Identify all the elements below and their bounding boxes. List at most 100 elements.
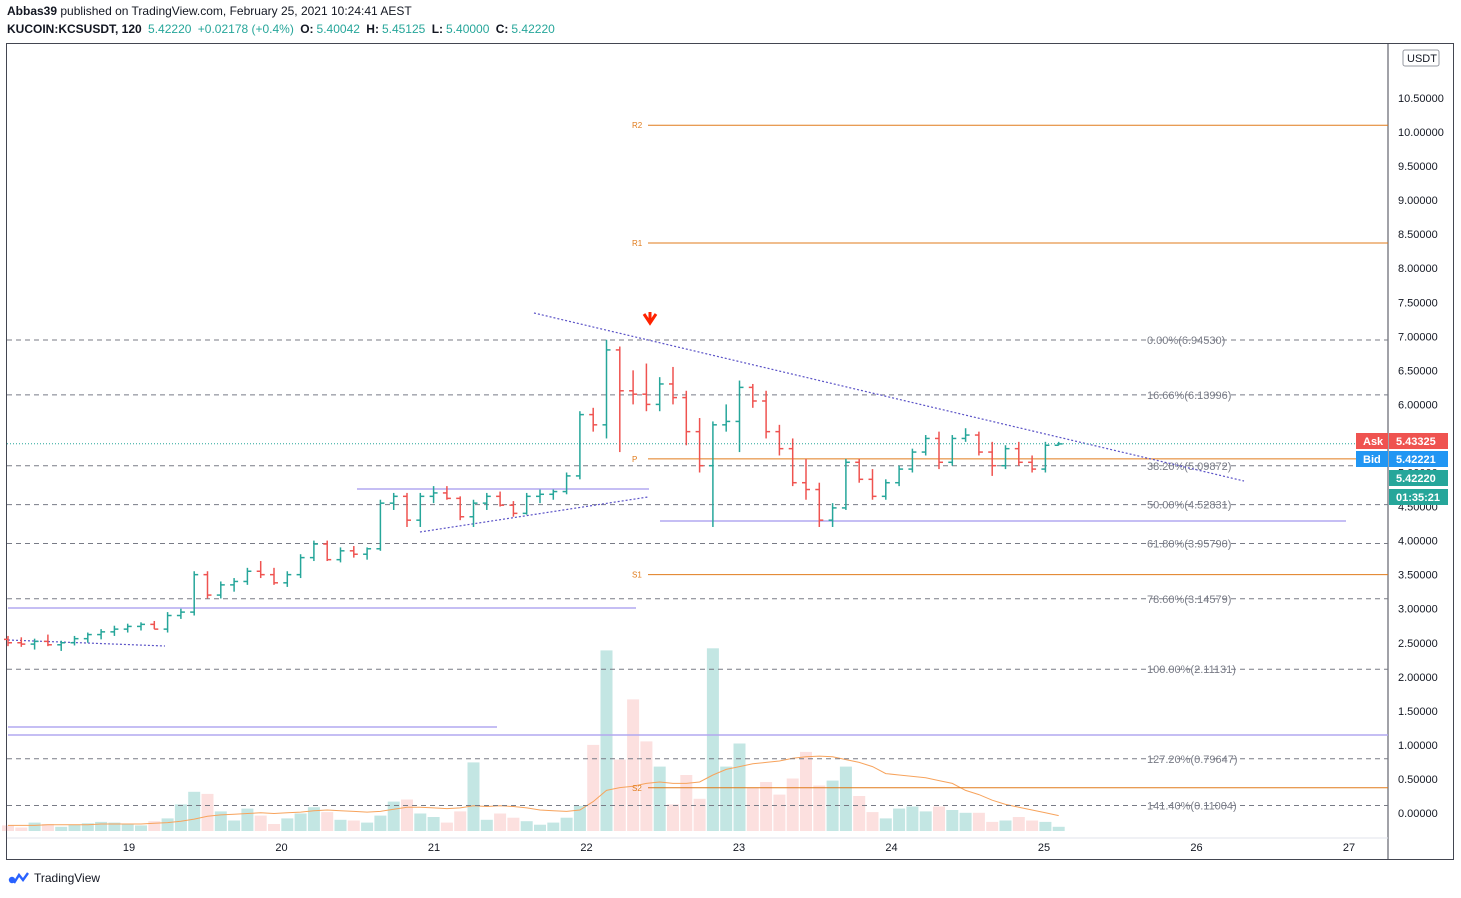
volume-bar	[653, 766, 666, 831]
y-tick-label: 8.50000	[1398, 229, 1438, 241]
down-arrow-icon	[642, 312, 658, 326]
volume-bar	[986, 821, 999, 831]
fib-level-label: 16.66%(6.13996)	[1147, 390, 1231, 402]
price-tag-box	[1389, 489, 1448, 505]
price-tag-label: Bid	[1363, 454, 1381, 466]
volume-bar	[813, 785, 826, 831]
volume-bar	[600, 650, 613, 831]
volume-bar	[440, 822, 453, 831]
fib-level-label: 0.00%(6.94530)	[1147, 335, 1225, 347]
pivot-label: P	[632, 455, 637, 464]
y-tick-label: 2.00000	[1398, 672, 1438, 684]
volume-bar	[959, 812, 972, 831]
price-change: +0.02178 (+0.4%)	[197, 22, 294, 36]
price-tag-box	[1389, 451, 1448, 467]
chart-frame[interactable]	[6, 43, 1454, 860]
support-trendline	[7, 639, 166, 647]
volume-bar	[81, 823, 94, 831]
volume-bar	[1039, 821, 1052, 831]
price-tag-label-box	[1356, 433, 1388, 449]
pivot-label: R1	[632, 239, 643, 248]
volume-bar	[387, 801, 400, 831]
volume-bar	[640, 741, 653, 831]
price-tag-box	[1389, 470, 1448, 486]
volume-bar	[693, 798, 706, 831]
close-value: 5.42220	[511, 22, 555, 36]
y-tick-label: 7.00000	[1398, 331, 1438, 343]
volume-bar	[946, 810, 959, 831]
volume-bar	[135, 825, 147, 831]
price-tag-value: 5.42221	[1396, 454, 1436, 466]
price-tag-value: 5.43325	[1396, 436, 1436, 448]
volume-bar	[254, 815, 267, 831]
publish-text: published on TradingView.com, February 2…	[60, 4, 412, 18]
volume-bar	[494, 813, 507, 831]
fib-level-label: 38.20%(5.09872)	[1147, 461, 1231, 473]
fib-level-label: 127.20%(0.79647)	[1147, 754, 1238, 766]
volume-bar	[786, 778, 799, 831]
x-tick-label: 19	[123, 842, 135, 854]
fib-level-label: 78.60%(3.14579)	[1147, 594, 1231, 606]
fib-level-label: 141.40%(0.11004)	[1147, 801, 1237, 813]
volume-bar	[427, 817, 440, 831]
volume-bar	[760, 782, 773, 831]
x-tick-label: 27	[1343, 842, 1355, 854]
volume-bar	[866, 812, 879, 831]
volume-bar	[893, 808, 906, 831]
volume-bar	[1012, 817, 1025, 831]
volume-ma-line	[8, 755, 1059, 826]
volume-bar	[281, 818, 294, 831]
low-value: 5.40000	[446, 22, 490, 36]
volume-bar	[706, 648, 719, 831]
volume-bar	[560, 817, 573, 831]
x-tick-label: 23	[733, 842, 745, 854]
volume-bar	[321, 812, 334, 831]
price-tag-box	[1389, 433, 1448, 449]
fib-level-label: 100.00%(2.11131)	[1147, 664, 1236, 676]
volume-bar	[1026, 820, 1039, 831]
volume-bar	[95, 821, 108, 831]
volume-bar	[733, 743, 746, 831]
tradingview-logo-icon	[8, 872, 29, 884]
volume-bar	[214, 811, 227, 831]
y-tick-label: 10.50000	[1398, 93, 1444, 105]
price-tag-value: 5.42220	[1396, 473, 1436, 485]
x-tick-label: 24	[885, 842, 897, 854]
volume-bar	[480, 819, 493, 831]
volume-bar	[374, 815, 387, 831]
descending-trendline	[533, 312, 1245, 482]
x-tick-label: 22	[580, 842, 592, 854]
volume-bar	[773, 794, 786, 831]
y-tick-label: 3.00000	[1398, 604, 1438, 616]
volume-bar	[613, 759, 626, 831]
volume-bar	[121, 824, 134, 831]
y-tick-label: 6.50000	[1398, 365, 1438, 377]
x-tick-label: 25	[1038, 842, 1050, 854]
open-value: 5.40042	[316, 22, 360, 36]
y-tick-label: 7.50000	[1398, 297, 1438, 309]
volume-bar	[414, 813, 427, 831]
high-value: 5.45125	[381, 22, 426, 36]
y-tick-label: 8.00000	[1398, 263, 1438, 275]
volume-bar	[507, 817, 520, 831]
volume-bar	[454, 811, 467, 831]
volume-bar	[587, 744, 600, 831]
volume-bar	[573, 805, 586, 831]
volume-bar	[933, 806, 945, 831]
volume-bar	[108, 822, 121, 831]
y-tick-label: 0.00000	[1398, 808, 1438, 820]
y-tick-label: 6.00000	[1398, 399, 1438, 411]
volume-bar	[826, 780, 839, 831]
footer-brand: TradingView	[34, 871, 101, 885]
volume-bar	[999, 820, 1012, 831]
volume-bar	[720, 766, 733, 831]
x-tick-label: 20	[275, 842, 287, 854]
y-tick-label: 2.50000	[1398, 638, 1438, 650]
publish-info: Abbas39 published on TradingView.com, Fe…	[7, 4, 412, 18]
volume-bar	[68, 824, 81, 831]
volume-bar	[28, 822, 41, 831]
volume-bar	[161, 818, 174, 831]
volume-bar	[15, 827, 28, 831]
volume-bar	[680, 775, 693, 831]
